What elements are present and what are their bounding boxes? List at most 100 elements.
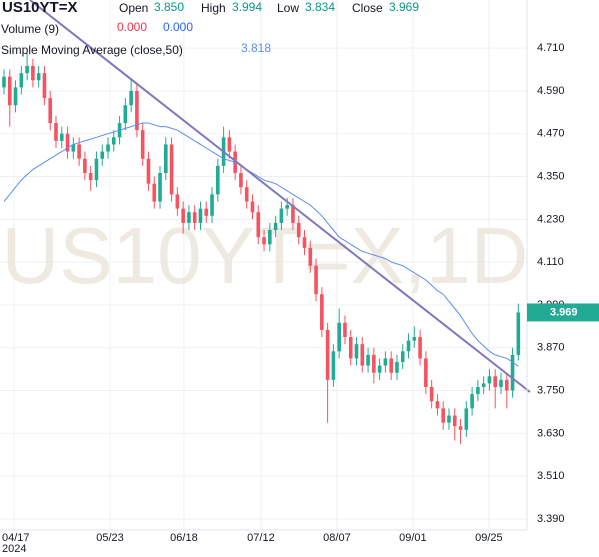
candle-body	[262, 237, 266, 245]
x-tick-label: 09/25	[475, 532, 503, 544]
candle-body	[302, 237, 307, 248]
y-tick-label: 3.510	[537, 470, 565, 482]
candle-body	[123, 105, 128, 124]
candle-body	[100, 151, 105, 159]
grid	[0, 0, 527, 530]
candle-body	[291, 205, 295, 223]
candle-body	[244, 187, 249, 202]
candle-body	[210, 194, 214, 216]
candle-body	[331, 351, 336, 380]
candle-body	[435, 401, 440, 409]
open-value: 3.850	[154, 0, 184, 14]
candle-body	[458, 426, 463, 430]
candle-body	[452, 415, 457, 427]
candle-body	[164, 144, 168, 173]
candle-body	[481, 383, 486, 387]
y-tick-label: 4.350	[537, 170, 565, 182]
candle-body	[493, 376, 498, 387]
candle-body	[152, 183, 157, 202]
plot	[2, 51, 521, 445]
candle-body	[158, 172, 162, 202]
candle-body	[354, 344, 359, 359]
candle-body	[285, 205, 289, 209]
candle-body	[348, 337, 353, 359]
candle-body	[337, 322, 341, 352]
candle-body	[366, 354, 370, 366]
candle-body	[464, 408, 469, 430]
volume-value: 0.000	[117, 20, 147, 34]
watermark: US10YT=X,1D	[2, 211, 529, 300]
candle-body	[77, 144, 81, 159]
candle-body	[106, 144, 110, 152]
candle-body	[447, 415, 451, 423]
x-year-label: 2024	[2, 543, 26, 555]
x-tick-label: 04/17	[2, 532, 30, 544]
candle-body	[250, 201, 255, 213]
high-label: High	[201, 1, 226, 15]
y-tick-label: 4.710	[537, 42, 565, 54]
trend-line	[29, 0, 531, 393]
candle-body	[239, 172, 243, 188]
candle-body	[204, 208, 209, 216]
candle-body	[140, 130, 145, 159]
candle-body	[273, 222, 278, 231]
x-tick-label: 06/18	[170, 532, 198, 544]
sma-value: 3.818	[241, 41, 271, 55]
axes: 3.3903.5103.6303.7503.8703.9904.1104.230…	[2, 42, 599, 555]
high-value: 3.994	[232, 0, 262, 14]
candle-body	[54, 123, 58, 141]
candle-body	[146, 158, 151, 184]
x-tick-label: 05/23	[96, 532, 124, 544]
candle-body	[169, 144, 174, 195]
candle-body	[470, 394, 474, 409]
candle-body	[175, 194, 180, 209]
candle-body	[418, 337, 422, 359]
price-tag-label: 3.969	[550, 306, 578, 318]
candle-body	[36, 73, 41, 81]
candle-body	[129, 90, 133, 106]
volume-label: Volume (9)	[1, 22, 59, 36]
x-tick-label: 08/07	[323, 532, 351, 544]
candle-body	[59, 133, 64, 141]
candle-body	[268, 230, 272, 245]
candle-body	[135, 90, 139, 131]
candle-body	[192, 212, 197, 223]
y-tick-label: 3.630	[537, 427, 565, 439]
candle-body	[476, 386, 480, 395]
candle-body	[296, 222, 301, 238]
y-tick-label: 3.390	[537, 513, 565, 525]
candle-body	[377, 365, 382, 373]
candle-body	[516, 312, 521, 355]
candle-body	[343, 322, 347, 338]
candle-body	[429, 386, 434, 402]
candle-body	[308, 247, 313, 266]
sma-line	[3, 122, 519, 367]
candle-body	[13, 87, 18, 106]
candle-body	[279, 208, 284, 223]
candle-body	[487, 376, 492, 384]
candle-body	[19, 73, 24, 88]
candle-body	[389, 358, 393, 373]
close-label: Close	[352, 1, 383, 15]
y-tick-label: 4.110	[537, 256, 564, 268]
candle-body	[441, 408, 446, 423]
low-value: 3.834	[305, 0, 335, 14]
candle-body	[395, 362, 399, 373]
low-label: Low	[277, 1, 299, 15]
candle-body	[216, 165, 220, 195]
candle-body	[181, 208, 185, 223]
candle-body	[94, 158, 99, 181]
y-tick-label: 3.750	[537, 384, 565, 396]
candle-body	[65, 133, 70, 152]
candle-body	[48, 98, 53, 124]
x-tick-label: 09/01	[399, 532, 427, 544]
volume-value: 0.000	[163, 20, 193, 34]
candle-body	[88, 172, 93, 181]
candle-body	[256, 212, 261, 238]
candle-body	[2, 76, 6, 88]
candle-body	[227, 137, 232, 152]
candle-body	[400, 351, 405, 363]
price-tag-box	[527, 303, 599, 322]
open-label: Open	[119, 1, 148, 15]
